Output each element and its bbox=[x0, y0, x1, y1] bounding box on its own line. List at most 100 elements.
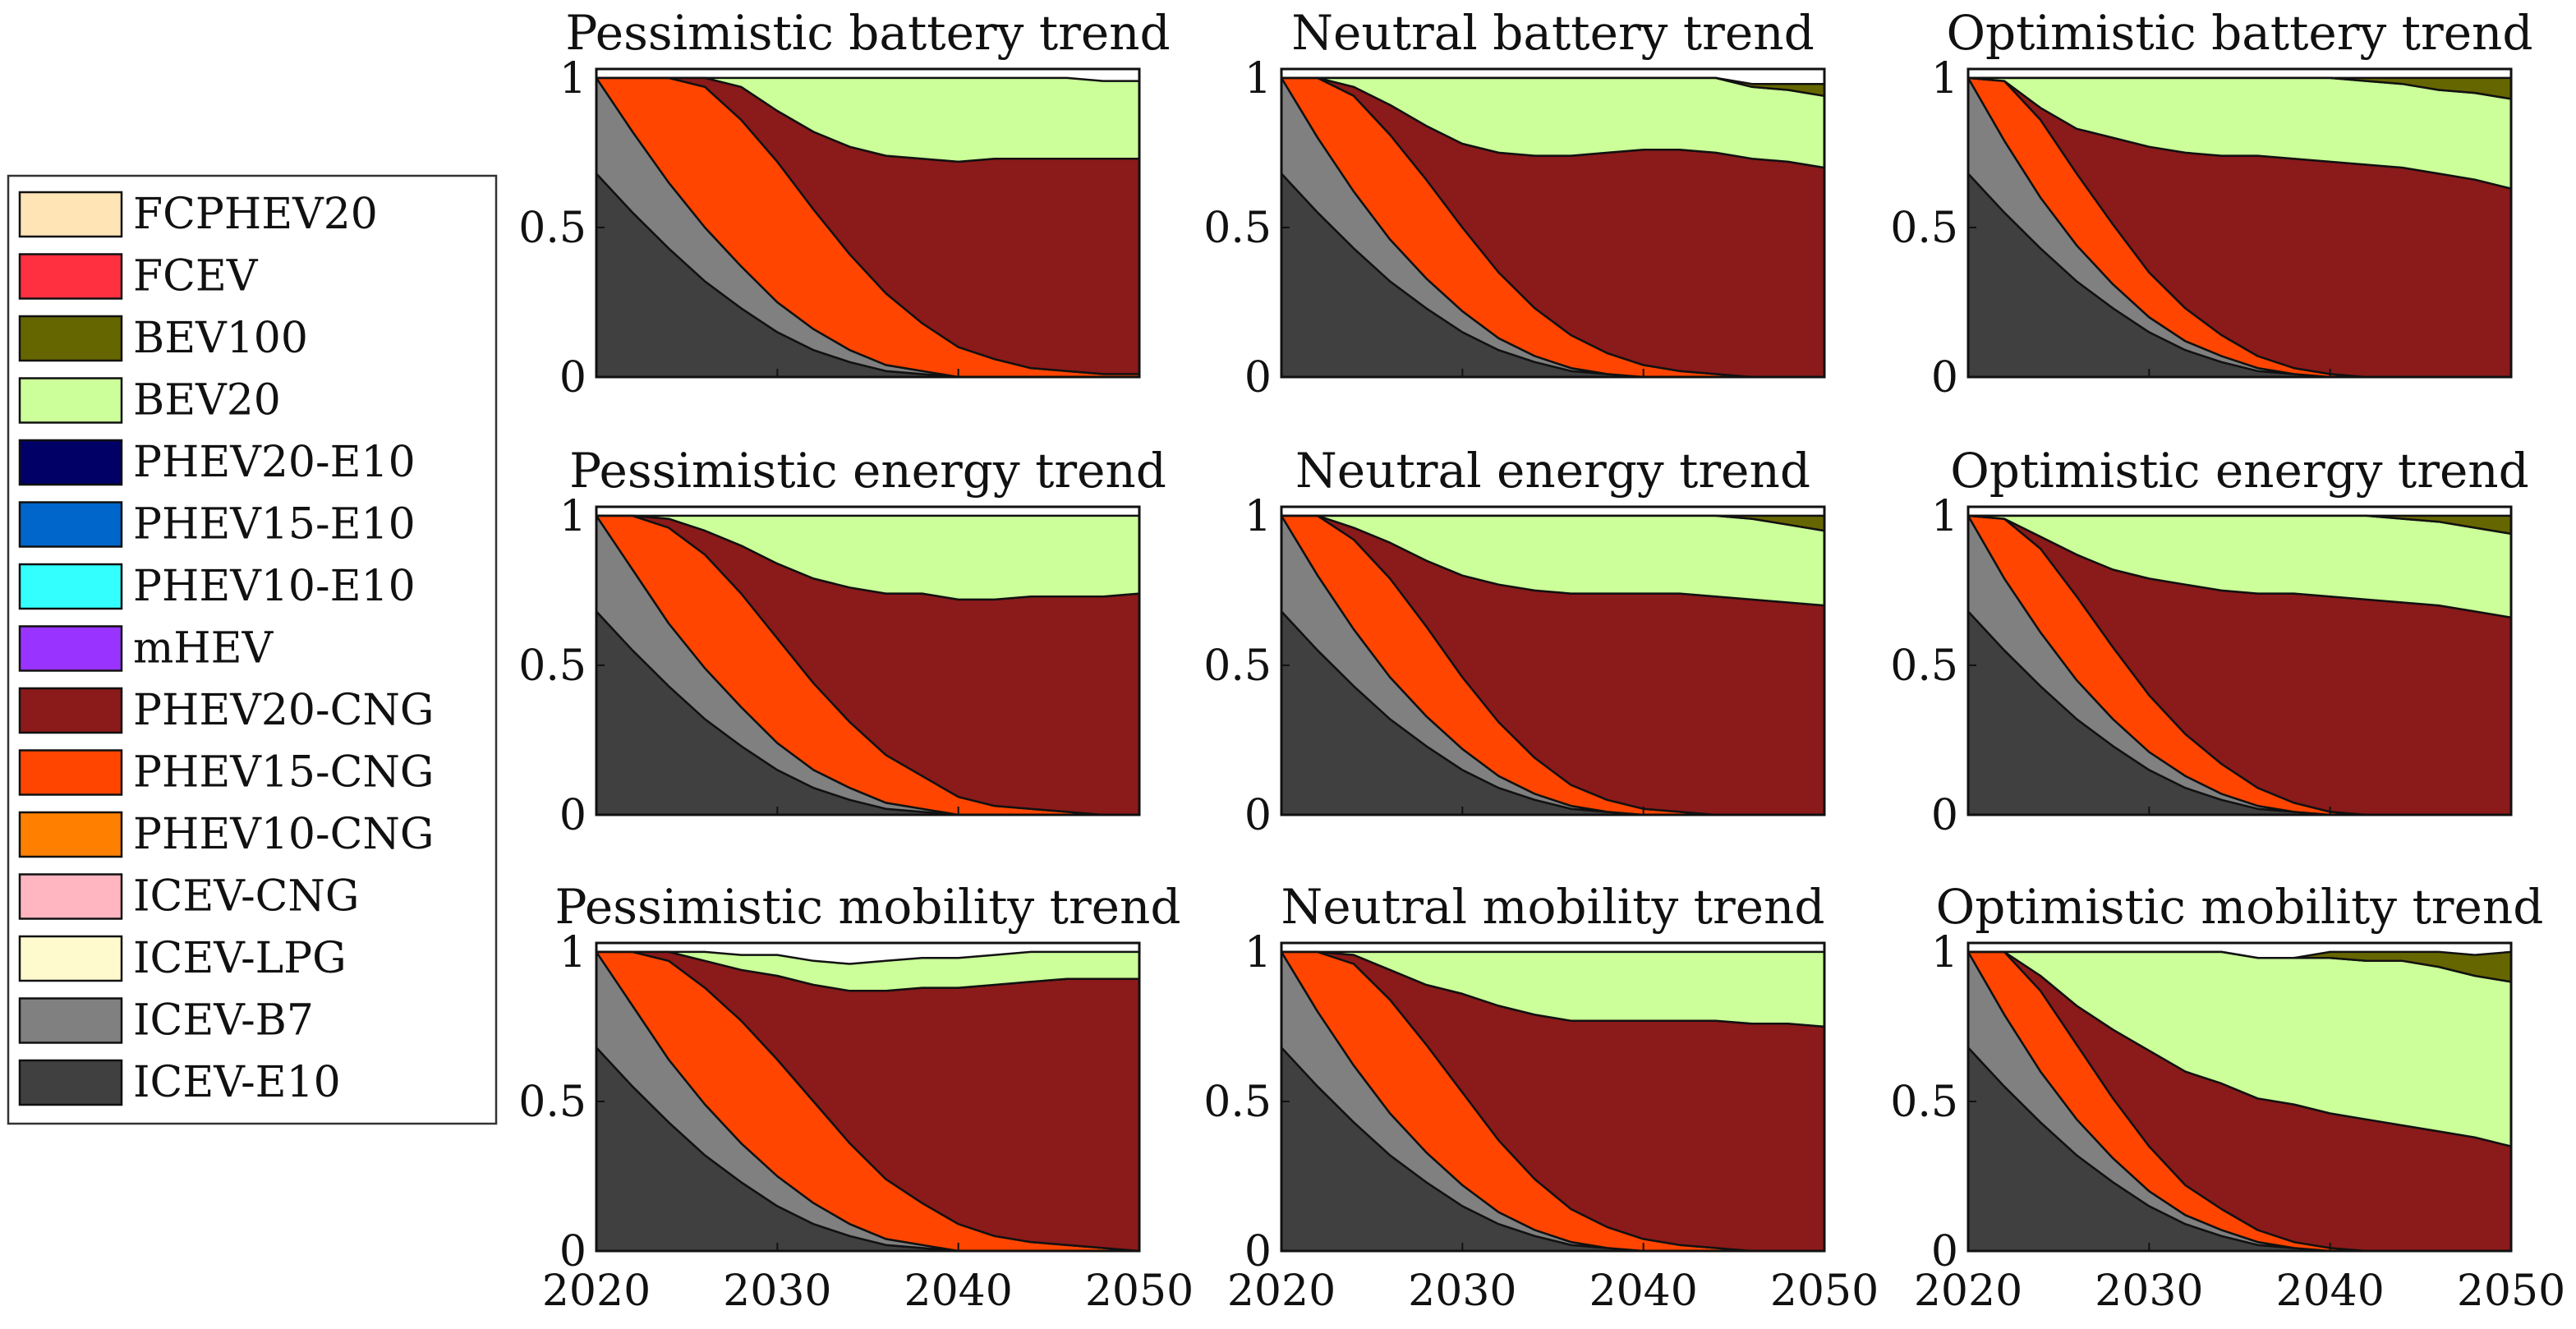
legend-label: ICEV-B7 bbox=[133, 996, 314, 1046]
legend-entry-fcev: FCEV bbox=[18, 252, 259, 301]
legend-label: PHEV10-CNG bbox=[133, 810, 434, 859]
x-tick-label: 2040 bbox=[1589, 1267, 1697, 1316]
legend-entry-fcphev20: FCPHEV20 bbox=[18, 190, 378, 239]
legend-entry-phev20-cng: PHEV20-CNG bbox=[18, 686, 434, 735]
legend-label: ICEV-CNG bbox=[133, 872, 359, 922]
y-tick-label: 0.5 bbox=[1890, 204, 1958, 253]
y-tick-label: 0.5 bbox=[518, 204, 586, 253]
legend-label: PHEV20-CNG bbox=[133, 686, 434, 735]
legend-entry-phev20-e10: PHEV20-E10 bbox=[18, 438, 416, 487]
x-tick-label: 2030 bbox=[2095, 1267, 2203, 1316]
legend-label: ICEV-LPG bbox=[133, 934, 347, 983]
x-tick-label: 2020 bbox=[1227, 1267, 1336, 1316]
axes-box bbox=[1966, 67, 2513, 379]
axes-box bbox=[1966, 941, 2513, 1253]
legend-label: mHEV bbox=[133, 624, 274, 674]
legend-label: FCEV bbox=[133, 252, 259, 301]
y-tick-label: 1 bbox=[1244, 492, 1272, 541]
y-tick-label: 0.5 bbox=[518, 642, 586, 691]
panel-title: Pessimistic energy trend bbox=[569, 443, 1166, 499]
legend-entry-phev10-e10: PHEV10-E10 bbox=[18, 562, 416, 611]
x-tick-label: 2020 bbox=[542, 1267, 651, 1316]
axes-box bbox=[1966, 505, 2513, 816]
legend-entry-icev-e10: ICEV-E10 bbox=[18, 1058, 341, 1107]
legend-swatch bbox=[18, 749, 123, 796]
legend-entry-phev15-cng: PHEV15-CNG bbox=[18, 748, 434, 798]
legend-swatch bbox=[18, 873, 123, 920]
legend-swatch bbox=[18, 439, 123, 486]
legend-label: PHEV10-E10 bbox=[133, 562, 416, 611]
legend-entry-phev15-e10: PHEV15-E10 bbox=[18, 500, 416, 550]
x-tick-label: 2050 bbox=[1770, 1267, 1879, 1316]
axes-box bbox=[1280, 505, 1826, 816]
x-tick-label: 2030 bbox=[723, 1267, 831, 1316]
y-tick-label: 0 bbox=[1244, 791, 1272, 840]
y-tick-label: 1 bbox=[559, 492, 586, 541]
panel-title: Neutral battery trend bbox=[1291, 5, 1814, 61]
y-tick-label: 1 bbox=[1244, 54, 1272, 103]
axes-box bbox=[1280, 67, 1826, 379]
panel-title: Neutral mobility trend bbox=[1281, 879, 1824, 935]
y-tick-label: 1 bbox=[1244, 928, 1272, 977]
panel-neutral-mobility-trend: Neutral mobility trend 0 0.5 1 2020 2030 2040 2… bbox=[1203, 879, 1879, 1316]
y-tick-label: 0 bbox=[1931, 1227, 1958, 1276]
legend-swatch bbox=[18, 501, 123, 548]
panel-title: Pessimistic mobility trend bbox=[555, 879, 1181, 935]
y-tick-label: 1 bbox=[1931, 492, 1958, 541]
panel-neutral-battery-trend: Neutral battery trend 0 0.5 1 bbox=[1203, 5, 1826, 402]
legend-entry-icev-lpg: ICEV-LPG bbox=[18, 934, 347, 983]
x-tick-label: 2050 bbox=[2457, 1267, 2565, 1316]
legend-swatch bbox=[18, 377, 123, 424]
panel-optimistic-energy-trend: Optimistic energy trend 0 0.5 1 bbox=[1890, 443, 2528, 840]
y-tick-label: 0 bbox=[559, 353, 586, 402]
y-tick-label: 0.5 bbox=[1203, 1078, 1272, 1127]
x-tick-label: 2020 bbox=[1914, 1267, 2022, 1316]
legend-label: PHEV20-E10 bbox=[133, 438, 416, 487]
y-tick-label: 0 bbox=[559, 1227, 586, 1276]
legend-swatch bbox=[18, 997, 123, 1044]
y-tick-label: 0 bbox=[1244, 1227, 1272, 1276]
legend-label: BEV100 bbox=[133, 314, 308, 363]
legend-entry-mhev: mHEV bbox=[18, 624, 274, 674]
y-tick-label: 1 bbox=[559, 928, 586, 977]
y-tick-label: 0.5 bbox=[1890, 1078, 1958, 1127]
y-tick-label: 0 bbox=[559, 791, 586, 840]
x-tick-label: 2040 bbox=[2275, 1267, 2384, 1316]
y-tick-label: 0.5 bbox=[518, 1078, 586, 1127]
legend-swatch bbox=[18, 253, 123, 300]
legend-label: BEV20 bbox=[133, 376, 281, 425]
y-tick-label: 0.5 bbox=[1203, 204, 1272, 253]
legend-swatch bbox=[18, 811, 123, 858]
legend-entry-bev100: BEV100 bbox=[18, 314, 308, 363]
y-tick-label: 0 bbox=[1244, 353, 1272, 402]
y-tick-label: 1 bbox=[1931, 54, 1958, 103]
legend-swatch bbox=[18, 191, 123, 238]
legend-swatch bbox=[18, 625, 123, 672]
legend-entry-phev10-cng: PHEV10-CNG bbox=[18, 810, 434, 859]
legend-label: FCPHEV20 bbox=[133, 190, 378, 239]
legend: FCPHEV20 FCEV BEV100 BEV20 PHEV20-E10 PHEV15-… bbox=[7, 174, 498, 1125]
panel-optimistic-battery-trend: Optimistic battery trend 0 0.5 1 bbox=[1890, 5, 2532, 402]
legend-swatch bbox=[18, 563, 123, 610]
y-tick-label: 1 bbox=[1931, 928, 1958, 977]
legend-swatch bbox=[18, 1059, 123, 1106]
panel-title: Optimistic battery trend bbox=[1946, 5, 2532, 61]
legend-label: PHEV15-CNG bbox=[133, 748, 434, 798]
axes-box bbox=[595, 67, 1141, 379]
legend-label: PHEV15-E10 bbox=[133, 500, 416, 550]
y-tick-label: 0.5 bbox=[1890, 642, 1958, 691]
panel-pessimistic-energy-trend: Pessimistic energy trend 0 0.5 1 bbox=[518, 443, 1166, 840]
y-tick-label: 0.5 bbox=[1203, 642, 1272, 691]
panel-title: Neutral energy trend bbox=[1295, 443, 1810, 499]
panel-optimistic-mobility-trend: Optimistic mobility trend 0 0.5 1 2020 2030 20… bbox=[1890, 879, 2565, 1316]
axes-box bbox=[1280, 941, 1826, 1253]
panel-pessimistic-battery-trend: Pessimistic battery trend 0 0.5 1 bbox=[518, 5, 1170, 402]
y-tick-label: 0 bbox=[1931, 353, 1958, 402]
legend-entry-bev20: BEV20 bbox=[18, 376, 281, 425]
legend-swatch bbox=[18, 687, 123, 734]
panel-pessimistic-mobility-trend: Pessimistic mobility trend 0 0.5 1 2020 2030 2… bbox=[518, 879, 1194, 1316]
x-tick-label: 2040 bbox=[904, 1267, 1012, 1316]
legend-entry-icev-cng: ICEV-CNG bbox=[18, 872, 359, 922]
